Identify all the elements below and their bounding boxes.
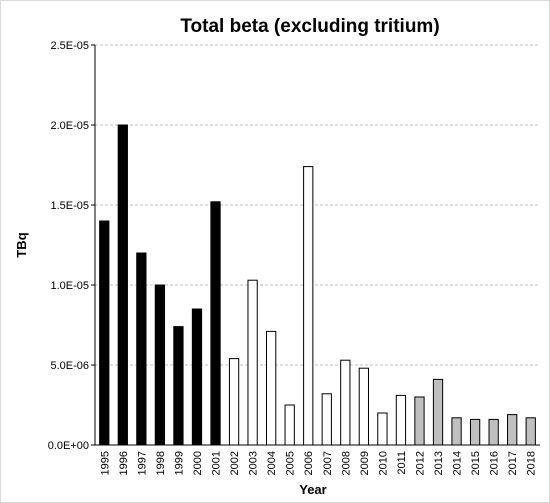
- bar: [136, 252, 147, 446]
- y-tick-label: 0.0E+00: [48, 440, 89, 452]
- x-tick-label: 1997: [136, 451, 148, 475]
- x-tick-label: 2007: [322, 451, 334, 475]
- x-tick-label: 1995: [99, 451, 111, 475]
- y-tick-label: 2.0E-05: [50, 120, 89, 132]
- x-tick-label: 2009: [359, 451, 371, 475]
- x-tick-label: 2015: [470, 451, 482, 475]
- x-tick-label: 1996: [118, 451, 130, 475]
- bar: [395, 394, 407, 446]
- bar: [432, 378, 444, 446]
- bar: [303, 166, 314, 446]
- bar: [191, 308, 203, 446]
- bar: [414, 396, 425, 446]
- x-tick-label: 2017: [507, 451, 519, 475]
- bar: [228, 358, 240, 446]
- x-tick-label: 2002: [229, 451, 241, 475]
- x-tick-label: 2003: [248, 451, 260, 475]
- y-axis-title: TBq: [14, 232, 29, 257]
- x-tick-label: 2006: [303, 451, 315, 475]
- x-tick-label: 2016: [489, 451, 501, 475]
- y-tick-label: 1.5E-05: [50, 200, 89, 212]
- bar: [488, 418, 499, 446]
- bar: [469, 418, 481, 446]
- bar: [377, 412, 388, 446]
- bar: [266, 330, 277, 446]
- bar: [525, 417, 536, 446]
- x-tick-label: 2014: [452, 451, 464, 475]
- chart-title: Total beta (excluding tritium): [180, 16, 439, 37]
- x-tick-label: 2000: [192, 451, 204, 475]
- bar: [340, 359, 351, 446]
- bar: [99, 220, 110, 446]
- x-tick-label: 1998: [155, 451, 167, 475]
- bar: [507, 414, 518, 446]
- bar: [321, 393, 332, 446]
- y-tick-label: 1.0E-05: [50, 280, 89, 292]
- x-axis-title: Year: [299, 482, 326, 497]
- x-tick-label: 2004: [266, 451, 278, 475]
- x-tick-label: 2010: [377, 451, 389, 475]
- x-tick-label: 2012: [414, 451, 426, 475]
- y-tick-label: 2.5E-05: [50, 40, 89, 52]
- x-tick-label: 1999: [173, 451, 185, 475]
- bar: [284, 404, 295, 446]
- bar: [451, 417, 462, 446]
- bar: [247, 279, 258, 446]
- bar: [173, 326, 184, 446]
- bar: [154, 284, 166, 446]
- x-tick-label: 2018: [526, 451, 538, 475]
- y-tick-label: 5.0E-06: [50, 360, 89, 372]
- x-tick-label: 2005: [285, 451, 297, 475]
- x-tick-label: 2011: [396, 451, 408, 475]
- x-tick-label: 2008: [340, 451, 352, 475]
- x-tick-label: 2001: [211, 451, 223, 475]
- x-tick-label: 2013: [433, 451, 445, 475]
- bar: [210, 201, 221, 446]
- bar: [358, 367, 369, 446]
- bar: [117, 124, 128, 446]
